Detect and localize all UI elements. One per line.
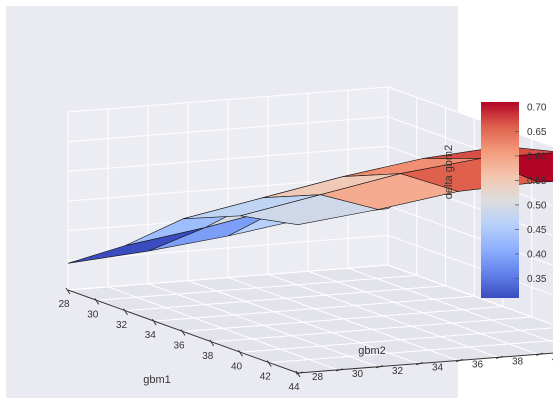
colorbar-tick-label: 0.55 [527, 176, 547, 187]
x-tick-label: 38 [202, 351, 214, 362]
colorbar-tick-label: 0.65 [527, 127, 547, 138]
colorbar-tick-label: 0.35 [527, 274, 547, 285]
colorbar-tick-label: 0.50 [527, 200, 547, 211]
y-tick-label: 30 [352, 369, 364, 380]
x-tick-label: 34 [145, 330, 157, 341]
x-tick-label: 28 [58, 299, 70, 310]
y-tick-label: 38 [512, 356, 524, 367]
x-tick-label: 42 [260, 372, 272, 383]
y-tick-label: 32 [392, 366, 404, 377]
y-tick-label: 28 [312, 372, 324, 383]
colorbar-tick-label: 0.60 [527, 151, 547, 162]
y-axis-label: gbm2 [358, 345, 386, 357]
x-tick-label: 36 [173, 341, 185, 352]
x-tick-label: 40 [231, 361, 243, 372]
colorbar-gradient [481, 102, 519, 298]
x-axis-label: gbm1 [143, 374, 171, 386]
x-tick-label: 44 [288, 382, 300, 393]
colorbar-tick-label: 0.40 [527, 249, 547, 260]
y-tick-label: 36 [472, 360, 484, 371]
y-tick-label: 34 [432, 363, 444, 374]
z-axis-label: delta gbm2 [443, 145, 455, 199]
colorbar-tick-label: 0.45 [527, 225, 547, 236]
colorbar-tick-label: 0.70 [527, 102, 547, 113]
x-tick-label: 32 [116, 320, 128, 331]
x-tick-label: 30 [87, 309, 99, 320]
